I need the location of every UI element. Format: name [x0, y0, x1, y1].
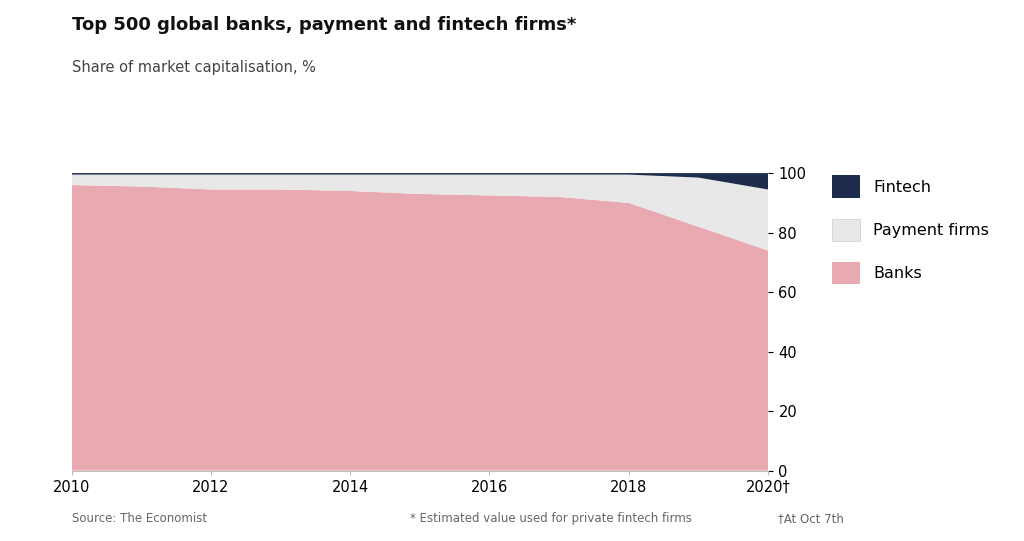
Text: Share of market capitalisation, %: Share of market capitalisation, %	[72, 60, 315, 75]
Text: †At Oct 7th: †At Oct 7th	[778, 512, 844, 525]
Text: Source: The Economist: Source: The Economist	[72, 512, 207, 525]
Text: Top 500 global banks, payment and fintech firms*: Top 500 global banks, payment and fintec…	[72, 16, 577, 34]
Legend: Fintech, Payment firms, Banks: Fintech, Payment firms, Banks	[831, 175, 989, 285]
Text: * Estimated value used for private fintech firms: * Estimated value used for private finte…	[410, 512, 691, 525]
